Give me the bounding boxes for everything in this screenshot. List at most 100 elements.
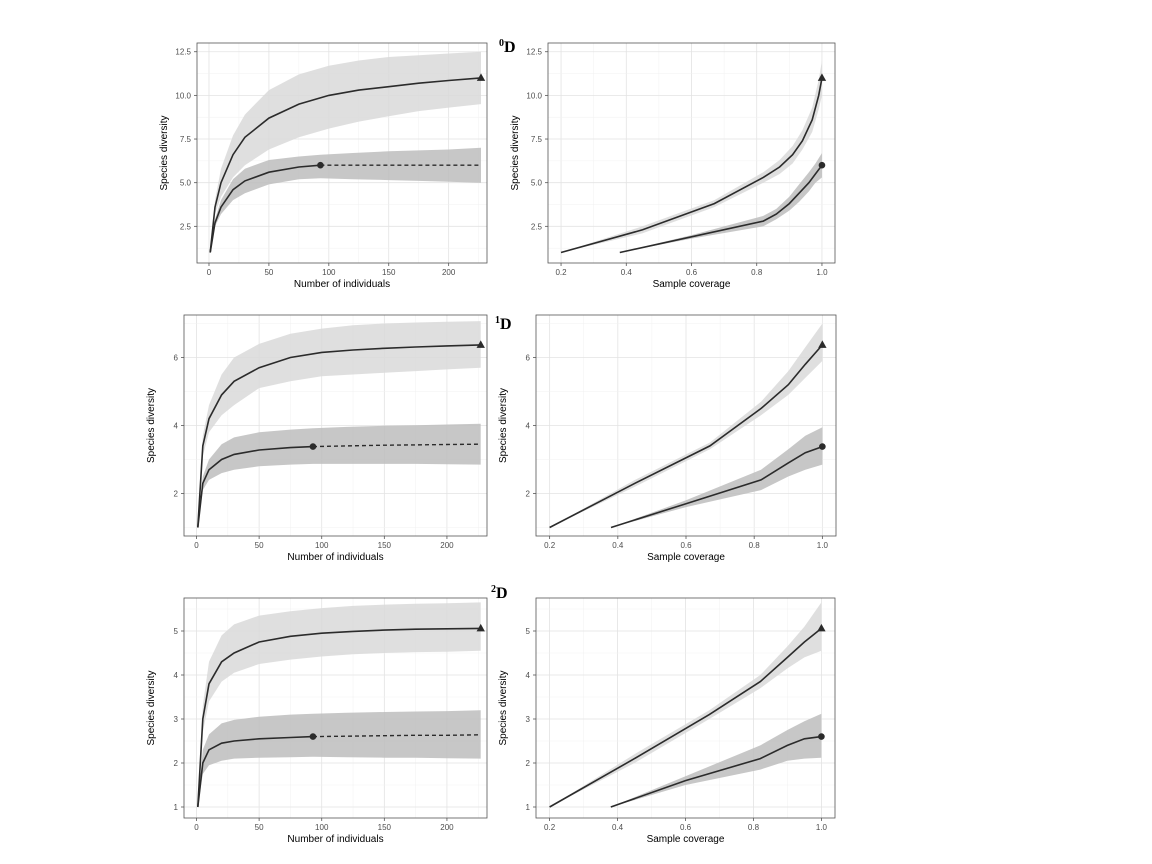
observed-point-circle — [818, 733, 825, 740]
y-tick-label: 5.0 — [180, 179, 192, 188]
y-tick-label: 1 — [526, 803, 531, 812]
order-label-letter: D — [504, 39, 516, 56]
y-tick-label: 6 — [526, 354, 531, 363]
y-tick-label: 3 — [174, 715, 179, 724]
chart-panel-3: 0.2 0.4 0.6 0.8 1.0 2 4 6 Sample coverage Species… — [498, 314, 837, 563]
y-tick-label: 1 — [174, 803, 179, 812]
plot-border — [196, 42, 488, 264]
svg-text:1D: 1D — [495, 315, 512, 333]
y-tick-label: 5 — [526, 627, 531, 636]
y-axis-title: Species diversity — [146, 388, 157, 463]
y-tick-label: 10.0 — [526, 91, 542, 100]
y-tick-label: 2 — [526, 490, 531, 499]
x-tick-label: 0 — [207, 268, 212, 277]
observed-point-triangle — [817, 73, 827, 81]
x-tick-label: 0.8 — [748, 823, 760, 832]
x-tick-label: 50 — [264, 268, 273, 277]
svg-text:0D: 0D — [499, 38, 516, 56]
y-tick-label: 10.0 — [175, 91, 191, 100]
y-axis-title: Species diversity — [146, 670, 157, 745]
interpolated-curve-light — [209, 77, 482, 253]
order-label-2: 2D — [491, 584, 508, 602]
y-tick-label: 7.5 — [531, 135, 543, 144]
chart-panel-4: 0 50 100 150 200 1 2 3 4 5 Number of individuals Sp… — [146, 597, 488, 845]
y-axis-title: Species diversity — [498, 670, 509, 745]
confidence-band-dark — [611, 427, 823, 528]
chart-panel-0: 0 50 100 150 200 2.5 5.0 7.5 10.0 12.5 Number of i… — [159, 42, 488, 290]
confidence-band-light — [197, 602, 481, 807]
x-axis-title: Sample coverage — [647, 834, 725, 845]
x-tick-label: 0 — [194, 823, 199, 832]
confidence-band-dark — [610, 713, 822, 807]
y-tick-label: 4 — [174, 671, 179, 680]
confidence-band-light — [561, 60, 822, 253]
y-tick-label: 3 — [526, 715, 531, 724]
observed-point-circle — [309, 443, 317, 450]
confidence-band-dark — [619, 153, 822, 253]
x-tick-label: 0.6 — [680, 541, 692, 550]
y-tick-label: 2 — [174, 759, 179, 768]
order-label-superscript: 2 — [491, 584, 496, 595]
observed-point-triangle — [476, 623, 485, 632]
x-tick-label: 50 — [255, 541, 264, 550]
x-axis-title: Sample coverage — [647, 552, 725, 563]
y-tick-label: 5 — [174, 627, 179, 636]
confidence-band-dark — [210, 147, 481, 253]
y-tick-label: 2.5 — [531, 222, 543, 231]
interpolated-curve-dark — [209, 164, 321, 253]
observed-point-triangle — [476, 73, 486, 81]
x-tick-label: 100 — [322, 268, 336, 277]
x-tick-label: 100 — [315, 823, 329, 832]
interpolated-curve-dark — [197, 445, 314, 528]
interpolated-curve-light — [549, 627, 822, 808]
interpolated-curve-dark — [610, 735, 822, 808]
x-tick-label: 0.8 — [749, 541, 761, 550]
svg-text:2D: 2D — [491, 584, 508, 602]
y-axis-title: Species diversity — [498, 388, 509, 463]
observed-point-triangle — [476, 340, 485, 348]
x-tick-label: 0.4 — [612, 541, 624, 550]
interpolated-curve-light — [549, 344, 824, 529]
y-tick-label: 2 — [526, 759, 531, 768]
confidence-band-light — [197, 321, 481, 528]
x-tick-label: 0.4 — [621, 268, 633, 277]
x-axis-title: Number of individuals — [287, 552, 383, 563]
y-tick-label: 12.5 — [526, 48, 542, 57]
chart-panel-2: 0 50 100 150 200 2 4 6 Number of individuals Spec… — [146, 314, 488, 563]
x-tick-label: 1.0 — [817, 541, 829, 550]
x-tick-label: 0.4 — [612, 823, 624, 832]
x-tick-label: 150 — [378, 823, 392, 832]
confidence-band-light — [210, 51, 481, 253]
x-tick-label: 0.2 — [544, 541, 556, 550]
extrapolated-curve-dark — [312, 443, 481, 448]
x-tick-label: 1.0 — [816, 823, 828, 832]
y-tick-label: 4 — [526, 422, 531, 431]
x-tick-label: 200 — [442, 268, 456, 277]
x-tick-label: 1.0 — [816, 268, 828, 277]
y-tick-label: 7.5 — [180, 135, 192, 144]
confidence-band-dark — [197, 710, 481, 807]
y-axis-title: Species diversity — [159, 115, 170, 190]
order-label-superscript: 0 — [499, 38, 504, 49]
plot-border — [183, 597, 488, 819]
x-tick-label: 50 — [255, 823, 264, 832]
y-tick-label: 6 — [174, 354, 179, 363]
x-tick-label: 0.6 — [680, 823, 692, 832]
observed-point-triangle — [817, 623, 826, 632]
order-label-0: 0D — [499, 38, 516, 56]
grid — [536, 598, 835, 818]
extrapolated-curve-dark — [312, 734, 481, 738]
observed-point-circle — [309, 733, 317, 740]
x-tick-label: 0.6 — [686, 268, 698, 277]
chart-panel-1: 0.2 0.4 0.6 0.8 1.0 2.5 5.0 7.5 10.0 12.5 Sample c… — [510, 42, 836, 290]
observed-point-circle — [317, 161, 324, 169]
y-tick-label: 4 — [174, 422, 179, 431]
y-tick-label: 2 — [174, 490, 179, 499]
y-tick-label: 4 — [526, 671, 531, 680]
y-axis-title: Species diversity — [510, 115, 521, 190]
x-tick-label: 200 — [440, 541, 454, 550]
x-tick-label: 0.8 — [751, 268, 763, 277]
x-tick-label: 150 — [378, 541, 392, 550]
interpolated-curve-light — [197, 627, 481, 808]
